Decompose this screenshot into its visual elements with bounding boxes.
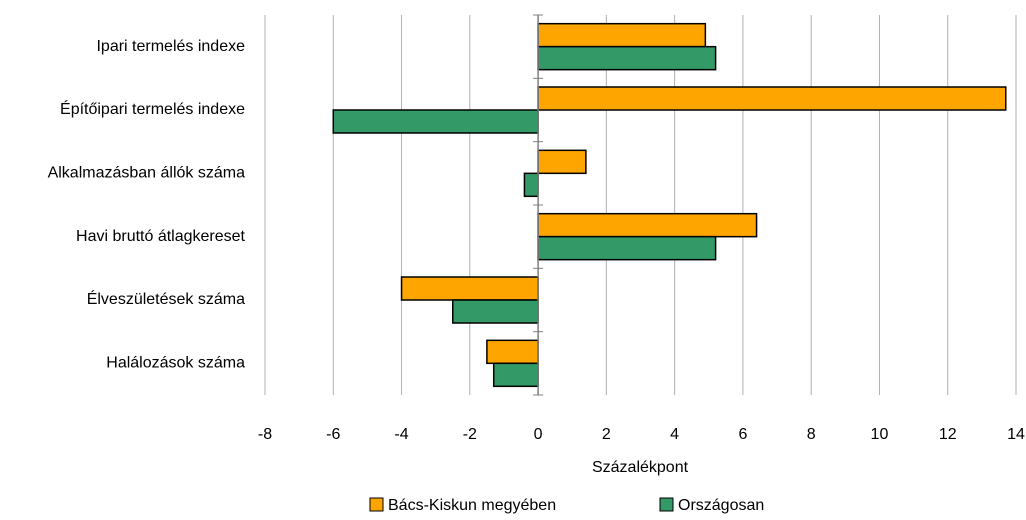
- y-tick-label: Ipari termelés indexe: [96, 38, 245, 55]
- x-axis-title: Százalékpont: [592, 459, 689, 476]
- x-tick-label: 2: [602, 426, 611, 443]
- y-tick-label: Élveszületések száma: [87, 289, 245, 308]
- bar: [537, 149, 587, 175]
- legend-swatch: [369, 497, 384, 512]
- bar: [537, 86, 1007, 111]
- x-tick-label: -8: [258, 426, 272, 443]
- bar: [523, 172, 539, 198]
- bar: [537, 45, 717, 71]
- x-tick-label: 8: [807, 426, 816, 443]
- legend-swatch: [659, 497, 674, 512]
- x-tick-label: -2: [463, 426, 477, 443]
- bar: [537, 22, 707, 48]
- y-tick-label: Alkalmazásban állók száma: [48, 165, 246, 182]
- x-tick-label: -4: [394, 426, 408, 443]
- bar: [452, 299, 539, 324]
- bar: [332, 109, 539, 134]
- bar: [537, 235, 717, 261]
- bar: [400, 276, 539, 301]
- x-tick-label: 4: [670, 426, 679, 443]
- y-tick-label: Építőipari termelés indexe: [60, 99, 245, 118]
- x-tick-label: -6: [326, 426, 340, 443]
- legend-label: Országosan: [678, 497, 764, 514]
- x-tick-label: 0: [534, 426, 543, 443]
- x-tick-label: 10: [871, 426, 889, 443]
- x-tick-label: 12: [939, 426, 957, 443]
- x-tick-label: 6: [738, 426, 747, 443]
- bar: [537, 212, 758, 238]
- bar: [492, 362, 539, 388]
- y-tick-label: Havi bruttó átlagkereset: [76, 228, 246, 245]
- y-tick-label: Halálozások száma: [106, 355, 245, 372]
- x-tick-label: 14: [1007, 426, 1025, 443]
- bar: [486, 339, 539, 365]
- legend-label: Bács-Kiskun megyében: [388, 497, 556, 514]
